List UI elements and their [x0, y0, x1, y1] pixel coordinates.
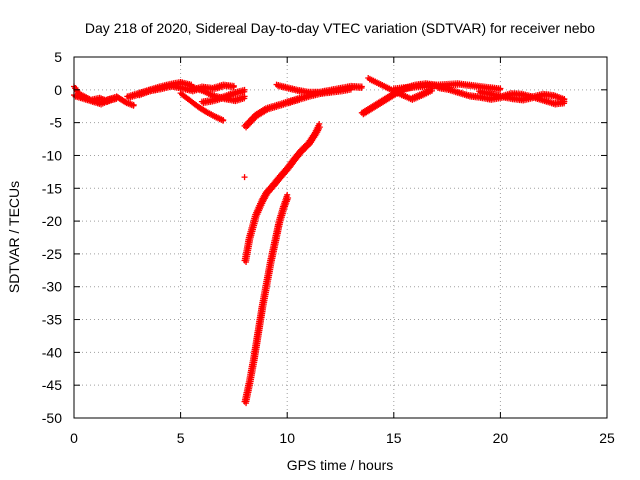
y-tick-label: -45 — [42, 377, 62, 393]
x-axis-title: GPS time / hours — [287, 457, 394, 473]
data-point-marker — [284, 191, 291, 198]
series-trace-m — [390, 80, 504, 94]
data-point-marker — [130, 101, 137, 108]
y-tick-label: -30 — [42, 279, 62, 295]
x-tick-label: 0 — [70, 430, 78, 446]
series-trace-q — [241, 191, 292, 407]
x-tick-label: 25 — [599, 430, 615, 446]
x-tick-label: 5 — [177, 430, 185, 446]
data-point-marker — [230, 82, 237, 89]
x-tick-label: 10 — [279, 430, 295, 446]
data-point-marker — [113, 94, 120, 101]
y-tick-label: 0 — [54, 82, 62, 98]
data-point-marker — [241, 174, 248, 181]
y-tick-label: -50 — [42, 410, 62, 426]
series-outlier — [241, 174, 248, 181]
data-point-marker — [220, 117, 227, 124]
y-tick-label: -40 — [42, 344, 62, 360]
series-trace-o — [476, 88, 568, 104]
series-trace-l — [365, 75, 436, 103]
data-point-marker — [358, 83, 365, 90]
chart-title: Day 218 of 2020, Sidereal Day-to-day VTE… — [85, 20, 595, 36]
y-tick-label: -10 — [42, 147, 62, 163]
series-trace-g — [198, 86, 248, 107]
series-trace-e — [177, 90, 227, 124]
data-point-marker — [497, 85, 504, 92]
series-trace-p — [241, 120, 323, 265]
y-tick-label: -20 — [42, 213, 62, 229]
axis-ticks: 0 5 10 15 20 25 5 0 -5 -10 -15 -20 -25 -30 -35 -40 -45 -5… — [42, 49, 615, 446]
y-tick-label: -15 — [42, 180, 62, 196]
x-tick-label: 20 — [493, 430, 509, 446]
data-points — [71, 75, 568, 407]
data-point-marker — [316, 120, 323, 127]
x-tick-label: 15 — [386, 430, 402, 446]
y-tick-label: -25 — [42, 246, 62, 262]
series-trace-b — [71, 92, 120, 108]
y-tick-label: -5 — [50, 115, 63, 131]
data-point-marker — [561, 96, 568, 103]
plot-frame — [73, 56, 608, 419]
y-tick-label: -35 — [42, 312, 62, 328]
series-trace-j — [284, 84, 355, 107]
y-tick-label: 5 — [54, 49, 62, 65]
data-point-marker — [348, 84, 355, 91]
data-point-marker — [285, 195, 292, 202]
data-point-marker — [241, 86, 248, 93]
y-axis-title: SDTVAR / TECUs — [6, 181, 22, 293]
